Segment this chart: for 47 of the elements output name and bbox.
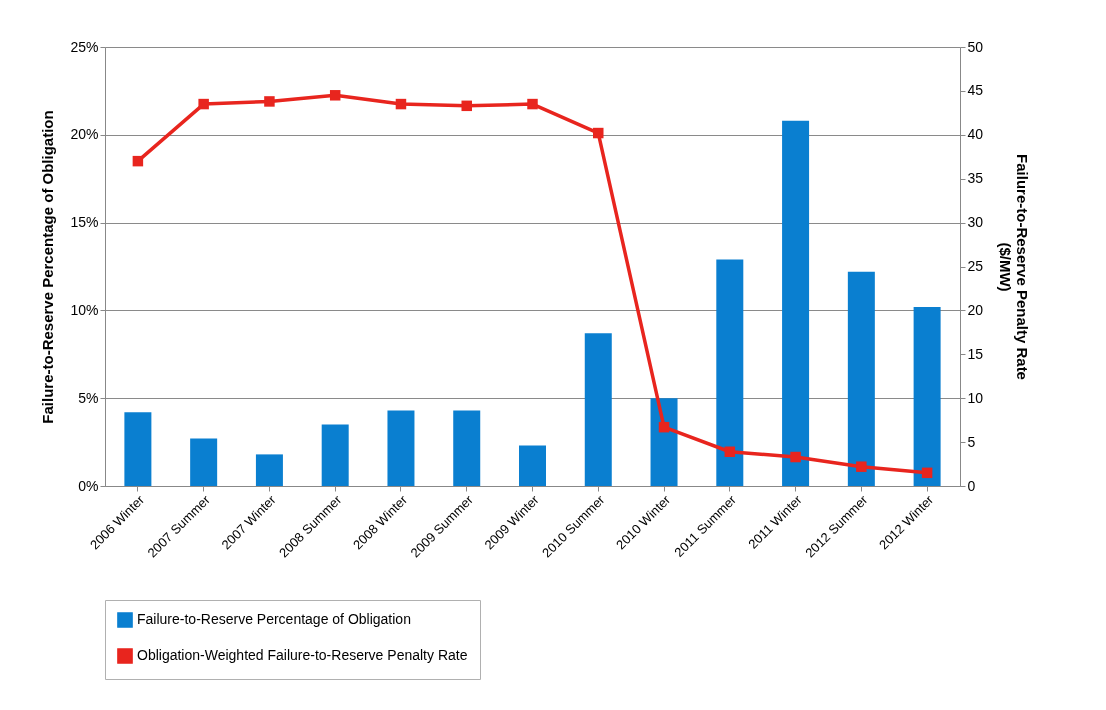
bar bbox=[650, 398, 678, 486]
point bbox=[856, 461, 867, 472]
bar bbox=[124, 412, 152, 486]
bar bbox=[847, 271, 875, 486]
y2-tick-label: 50 bbox=[967, 38, 984, 55]
point bbox=[132, 155, 144, 167]
point bbox=[724, 446, 736, 457]
bar bbox=[255, 454, 283, 486]
y-tick-label: 5% bbox=[78, 389, 99, 406]
y-tick-label: 15% bbox=[70, 214, 99, 231]
y2-tick-label: 15 bbox=[967, 345, 984, 362]
bar bbox=[584, 333, 612, 486]
bar bbox=[387, 410, 415, 486]
y-tick-label: 20% bbox=[70, 126, 99, 143]
y-axis-title: Failure-to-Reserve Percentage of Obligation bbox=[39, 110, 57, 424]
legend-label: Obligation-Weighted Failure-to-Reserve Penalty Rate bbox=[137, 647, 468, 663]
y-tick-label: 10% bbox=[70, 301, 99, 318]
bar bbox=[519, 445, 546, 486]
bar bbox=[716, 259, 744, 486]
point bbox=[790, 451, 801, 463]
point bbox=[658, 421, 670, 433]
bar bbox=[453, 410, 481, 486]
y2-tick-label: 35 bbox=[967, 170, 984, 187]
bar bbox=[321, 424, 349, 486]
point bbox=[461, 100, 472, 112]
point bbox=[198, 98, 209, 110]
y2-tick-label: 5 bbox=[967, 433, 976, 450]
point bbox=[527, 98, 538, 110]
y2-tick-label: 10 bbox=[967, 389, 984, 406]
y2-tick-label: 30 bbox=[967, 214, 984, 231]
bar bbox=[913, 306, 941, 486]
point bbox=[921, 467, 933, 479]
point bbox=[395, 98, 407, 110]
y2-tick-label: 0 bbox=[967, 477, 976, 494]
y2-tick-label: 40 bbox=[967, 126, 984, 143]
point bbox=[264, 96, 275, 107]
y2-tick-label: 45 bbox=[967, 82, 984, 99]
point bbox=[329, 90, 341, 101]
y2-tick-label: 25 bbox=[967, 258, 984, 274]
y-tick-label: 25% bbox=[70, 38, 99, 55]
bar bbox=[190, 438, 218, 486]
bar bbox=[782, 120, 810, 486]
y-tick-label: 0% bbox=[78, 477, 99, 494]
y2-tick-label: 20 bbox=[967, 301, 984, 318]
y2-axis-title: Failure-to-Reserve Penalty Rate ($/MW) bbox=[997, 154, 1032, 380]
legend-label: Failure-to-Reserve Percentage of Obligation bbox=[137, 611, 411, 627]
point bbox=[593, 127, 604, 139]
